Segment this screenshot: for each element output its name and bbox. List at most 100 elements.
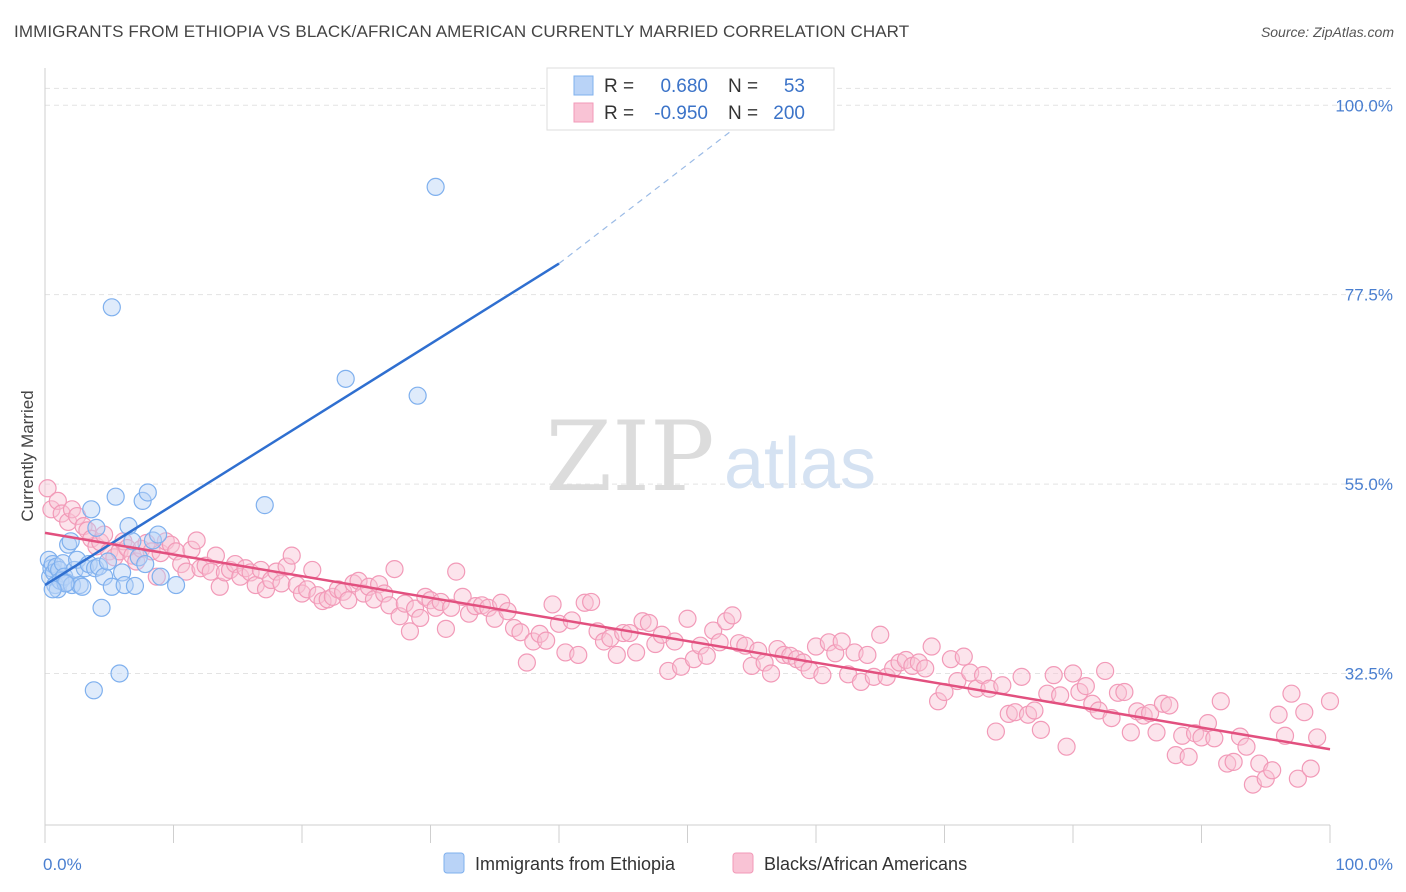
- data-point: [73, 577, 92, 596]
- data-point: [954, 647, 973, 666]
- data-point: [106, 487, 125, 506]
- data-point: [761, 664, 781, 683]
- data-point: [569, 645, 588, 665]
- data-point: [517, 653, 536, 672]
- data-point: [607, 645, 626, 665]
- data-point: [308, 586, 327, 605]
- data-point: [400, 622, 420, 641]
- legend-r-value-1: 0.680: [660, 76, 708, 97]
- data-point: [697, 646, 716, 665]
- x-tick-label: 100.0%: [1335, 855, 1393, 874]
- data-point: [408, 386, 427, 405]
- data-point: [1044, 666, 1063, 685]
- data-point: [177, 562, 196, 581]
- trend-line-black: [44, 531, 1331, 751]
- data-point: [704, 621, 723, 640]
- data-point: [1224, 752, 1243, 771]
- data-point: [298, 580, 317, 599]
- data-point: [511, 623, 530, 642]
- data-point: [92, 598, 111, 617]
- data-point: [1012, 667, 1031, 686]
- data-point: [84, 681, 103, 700]
- data-point: [1320, 692, 1340, 711]
- data-point: [1031, 720, 1050, 739]
- data-point: [395, 594, 414, 613]
- data-point: [125, 576, 145, 596]
- data-point: [1211, 692, 1230, 711]
- watermark-atlas: atlas: [724, 424, 876, 504]
- data-point: [277, 557, 296, 576]
- legend-n-label-1: N =: [728, 76, 758, 97]
- data-point: [723, 606, 742, 625]
- data-point: [123, 532, 142, 551]
- data-point: [339, 591, 358, 610]
- data-point: [38, 479, 57, 498]
- data-point: [582, 592, 601, 612]
- data-point: [453, 587, 472, 606]
- data-point: [665, 632, 684, 651]
- data-point: [426, 177, 445, 197]
- data-point: [166, 575, 186, 595]
- data-point: [272, 574, 291, 593]
- data-point: [537, 631, 556, 650]
- data-point: [871, 625, 890, 644]
- legend-item-black-label: Blacks/African Americans: [764, 854, 967, 874]
- watermark-zip: ZIP: [545, 401, 714, 513]
- data-point: [530, 624, 549, 644]
- y-tick-label: 100.0%: [1335, 96, 1393, 115]
- data-point: [447, 562, 466, 581]
- legend-item-ethiopia-label: Immigrants from Ethiopia: [475, 854, 676, 874]
- data-point: [1301, 759, 1320, 778]
- data-point: [336, 369, 355, 388]
- y-tick-labels: 100.0% 77.5% 55.0% 32.5%: [1335, 96, 1393, 683]
- data-point: [411, 608, 430, 628]
- data-point: [819, 633, 838, 652]
- data-point: [1263, 761, 1282, 780]
- watermark: ZIP atlas: [545, 401, 876, 513]
- data-point: [916, 659, 935, 678]
- data-point: [282, 546, 301, 565]
- data-point: [993, 676, 1012, 695]
- data-point: [1295, 703, 1314, 722]
- data-point: [1308, 728, 1327, 747]
- data-point: [813, 666, 832, 685]
- legend-r-label-1: R =: [604, 76, 634, 97]
- data-point: [1147, 723, 1166, 742]
- chart-title: IMMIGRANTS FROM ETHIOPIA VS BLACK/AFRICA…: [14, 22, 910, 41]
- data-point: [255, 496, 274, 515]
- legend-swatch-black: [573, 102, 594, 123]
- data-point: [1237, 737, 1256, 756]
- data-point: [575, 593, 594, 612]
- source-label: Source: ZipAtlas.com: [1260, 24, 1394, 40]
- data-point: [1063, 664, 1083, 683]
- data-point: [1288, 769, 1307, 788]
- data-point: [210, 577, 229, 596]
- data-point: [82, 500, 101, 519]
- data-point: [136, 554, 155, 574]
- y-tick-label: 77.5%: [1345, 286, 1393, 305]
- data-point: [110, 664, 129, 683]
- data-point: [53, 554, 73, 573]
- trend-line-ethiopia: [44, 262, 560, 587]
- data-point: [1205, 729, 1224, 748]
- data-point: [1076, 677, 1095, 696]
- data-point: [1108, 683, 1128, 702]
- legend-r-value-2: -0.950: [654, 103, 708, 124]
- data-point: [441, 598, 461, 617]
- stats-legend: R = 0.680 N = 53 R = -0.950 N = 200: [546, 67, 835, 131]
- data-point: [1218, 754, 1237, 773]
- data-point: [1051, 686, 1070, 705]
- legend-item-black-swatch: [732, 852, 754, 874]
- trend-lines: [44, 104, 1331, 751]
- data-point: [102, 298, 121, 317]
- data-point: [1025, 701, 1044, 720]
- data-point: [1096, 661, 1115, 681]
- data-point: [826, 644, 845, 663]
- data-point: [633, 612, 652, 631]
- data-point: [1121, 723, 1140, 742]
- data-point: [1179, 747, 1198, 766]
- data-point: [89, 557, 109, 576]
- data-point: [187, 531, 206, 550]
- data-point: [1269, 705, 1288, 724]
